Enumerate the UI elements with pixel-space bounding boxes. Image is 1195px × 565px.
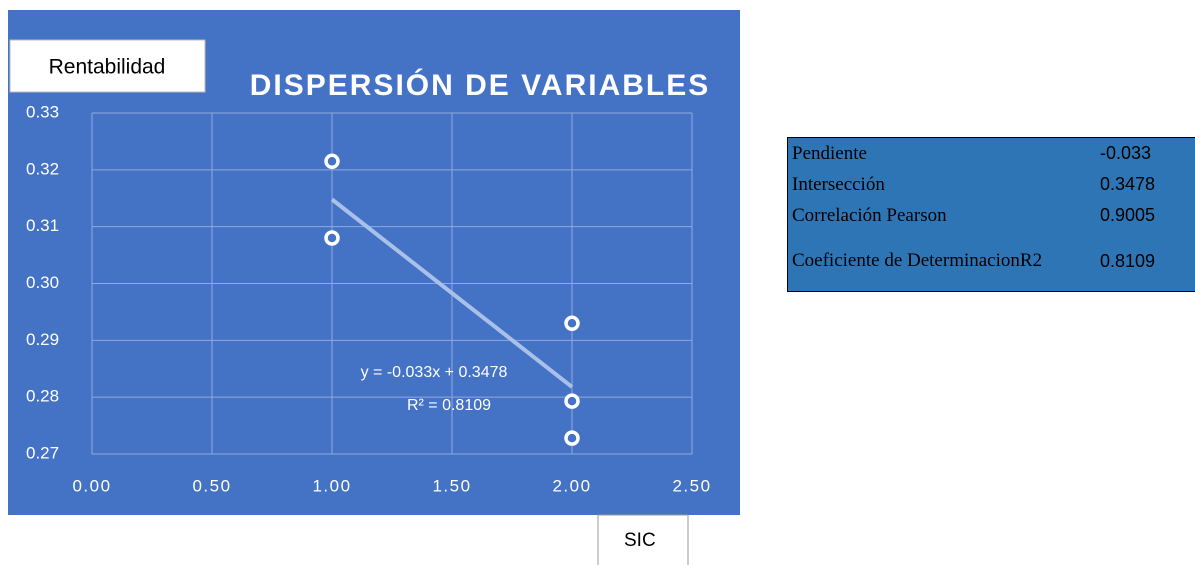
y-axis-label-box [9, 39, 206, 93]
stat-value: 0.3478 [1100, 174, 1156, 194]
x-tick-label: 1.00 [312, 476, 351, 495]
stat-value: 0.9005 [1100, 205, 1156, 225]
chart-background [8, 10, 740, 515]
stats-table: Pendiente -0.033 Intersección 0.3478 Correla… [787, 137, 1195, 292]
y-tick-label: 0.33 [26, 102, 59, 121]
stat-label: Correlación Pearson [792, 204, 947, 226]
stat-value: 0.8109 [1100, 250, 1156, 271]
stat-value: -0.033 [1100, 143, 1152, 163]
data-point [324, 230, 340, 246]
data-point [564, 393, 580, 409]
x-tick-label: 0.50 [192, 476, 231, 495]
data-point [324, 153, 340, 170]
trendline-r2: R² = 0.8109 [407, 397, 491, 414]
y-tick-label: 0.29 [26, 330, 59, 349]
trendline-equation: y = -0.033x + 0.3478 [361, 364, 508, 381]
x-tick-label: 1.50 [432, 476, 471, 495]
table-row: Intersección 0.3478 [788, 169, 1195, 200]
x-tick-label: 0.00 [72, 476, 111, 495]
x-axis-label-box [597, 514, 689, 565]
table-row: Correlación Pearson 0.9005 [788, 200, 1195, 231]
trendline [330, 197, 574, 389]
x-axis-label: SIC [624, 530, 656, 551]
y-tick-label: 0.30 [26, 273, 59, 292]
stat-label: Intersección [792, 173, 885, 195]
stat-label: Pendiente [792, 142, 867, 164]
y-tick-label: 0.27 [26, 443, 59, 462]
y-axis-label: Rentabilidad [49, 56, 166, 79]
y-tick-label: 0.28 [26, 387, 59, 406]
y-tick-label: 0.32 [26, 159, 59, 178]
data-point [564, 315, 580, 332]
y-tick-label: 0.31 [26, 216, 59, 235]
data-point [564, 430, 580, 446]
x-tick-label: 2.50 [672, 476, 711, 495]
table-row: Coeficiente de DeterminacionR2 0.8109 [788, 231, 1195, 292]
chart-title: DISPERSIÓN DE VARIABLES [250, 68, 711, 102]
x-tick-label: 2.00 [552, 476, 591, 495]
table-row: Pendiente -0.033 [788, 138, 1195, 170]
stat-label: Coeficiente de DeterminacionR2 [792, 250, 1043, 271]
